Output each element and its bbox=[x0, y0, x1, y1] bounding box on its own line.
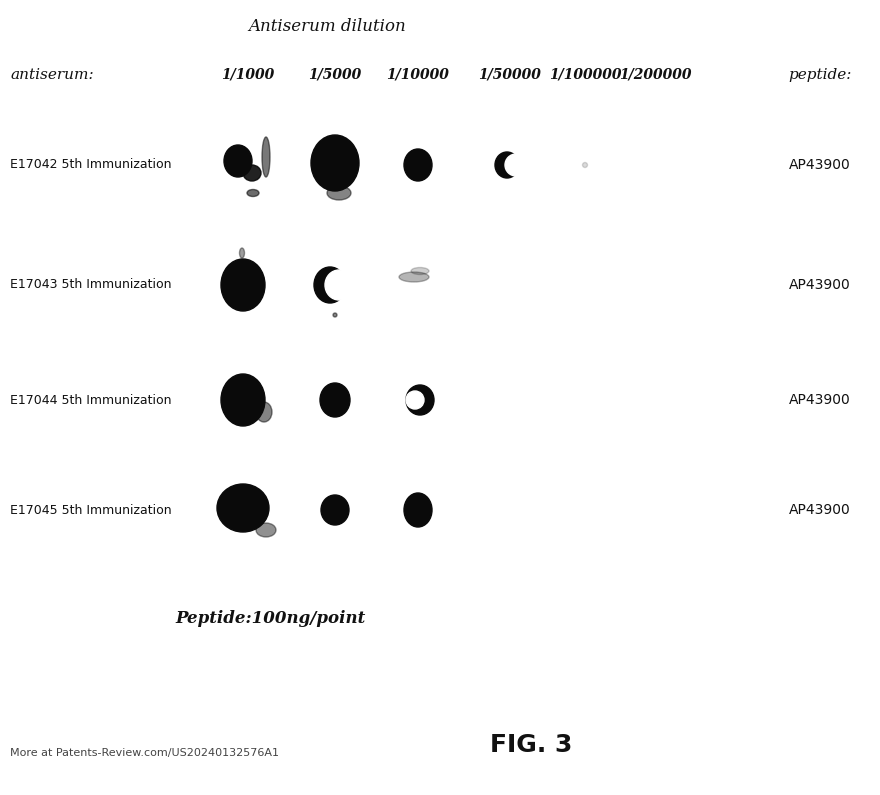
Ellipse shape bbox=[314, 267, 346, 303]
Ellipse shape bbox=[399, 272, 429, 282]
Text: antiserum:: antiserum: bbox=[10, 68, 93, 82]
Ellipse shape bbox=[247, 189, 259, 196]
Ellipse shape bbox=[321, 495, 349, 525]
Ellipse shape bbox=[411, 267, 429, 274]
Text: AP43900: AP43900 bbox=[789, 393, 851, 407]
Ellipse shape bbox=[583, 162, 588, 168]
Ellipse shape bbox=[333, 313, 337, 317]
Ellipse shape bbox=[404, 493, 432, 527]
Ellipse shape bbox=[495, 152, 519, 178]
Ellipse shape bbox=[505, 154, 527, 176]
Ellipse shape bbox=[221, 259, 265, 311]
Text: 1/100000: 1/100000 bbox=[549, 68, 621, 82]
Text: More at Patents-Review.com/US20240132576A1: More at Patents-Review.com/US20240132576… bbox=[10, 748, 279, 758]
Ellipse shape bbox=[320, 383, 350, 417]
Text: E17042 5th Immunization: E17042 5th Immunization bbox=[10, 158, 172, 172]
Text: E17045 5th Immunization: E17045 5th Immunization bbox=[10, 503, 172, 517]
Text: AP43900: AP43900 bbox=[789, 503, 851, 517]
Ellipse shape bbox=[404, 149, 432, 181]
Ellipse shape bbox=[243, 165, 261, 181]
Text: Antiserum dilution: Antiserum dilution bbox=[248, 18, 406, 35]
Ellipse shape bbox=[327, 186, 351, 200]
Ellipse shape bbox=[262, 137, 270, 177]
Ellipse shape bbox=[217, 484, 269, 532]
Ellipse shape bbox=[325, 270, 353, 300]
Text: 1/50000: 1/50000 bbox=[479, 68, 541, 82]
Text: 1/1000: 1/1000 bbox=[222, 68, 275, 82]
Ellipse shape bbox=[256, 402, 272, 422]
Ellipse shape bbox=[256, 523, 276, 537]
Text: Peptide:100ng/point: Peptide:100ng/point bbox=[175, 610, 365, 627]
Text: FIG. 3: FIG. 3 bbox=[490, 733, 572, 757]
Text: AP43900: AP43900 bbox=[789, 158, 851, 172]
Ellipse shape bbox=[406, 385, 434, 415]
Text: AP43900: AP43900 bbox=[789, 278, 851, 292]
Text: peptide:: peptide: bbox=[788, 68, 852, 82]
Ellipse shape bbox=[406, 391, 424, 409]
Ellipse shape bbox=[311, 135, 359, 191]
Text: 1/10000: 1/10000 bbox=[386, 68, 450, 82]
Ellipse shape bbox=[239, 248, 245, 258]
Ellipse shape bbox=[221, 374, 265, 426]
Text: 1/5000: 1/5000 bbox=[308, 68, 362, 82]
Ellipse shape bbox=[224, 145, 252, 177]
Text: E17043 5th Immunization: E17043 5th Immunization bbox=[10, 278, 172, 292]
Text: 1/200000: 1/200000 bbox=[619, 68, 692, 82]
Text: E17044 5th Immunization: E17044 5th Immunization bbox=[10, 394, 172, 406]
